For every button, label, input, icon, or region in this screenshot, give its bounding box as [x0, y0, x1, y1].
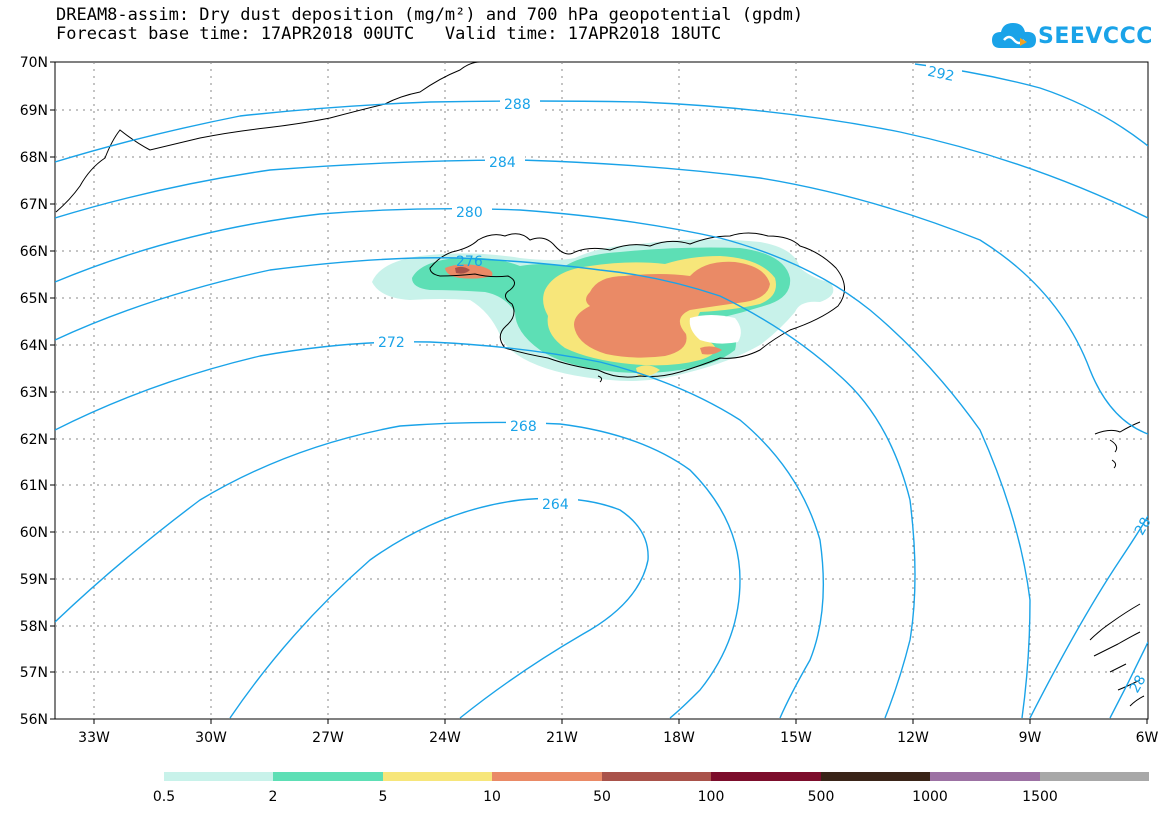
legend-swatch	[383, 772, 492, 781]
lat-label: 63N	[20, 385, 48, 401]
contour-276	[55, 257, 916, 719]
legend-label: 1500	[1022, 789, 1058, 805]
lat-label: 68N	[20, 150, 48, 166]
contour-264	[229, 497, 649, 719]
dust-clear-patch	[689, 315, 741, 344]
contour-label-28-south: 28	[1127, 672, 1150, 695]
lon-label: 12W	[897, 730, 929, 746]
lon-label: 21W	[546, 730, 578, 746]
lon-label: 18W	[663, 730, 695, 746]
contour-284	[55, 159, 1148, 435]
legend-swatch	[273, 772, 383, 781]
dust-deposition-field	[372, 239, 834, 381]
iceland-small-island	[597, 375, 603, 383]
contour-28-a	[1109, 641, 1148, 719]
contour-label-276: 276	[456, 254, 483, 270]
lon-label: 33W	[78, 730, 110, 746]
lon-label: 15W	[780, 730, 812, 746]
coastlines	[55, 62, 1145, 707]
lon-label: 27W	[312, 730, 344, 746]
contour-288	[55, 100, 1148, 219]
lon-label: 30W	[195, 730, 227, 746]
lat-label: 67N	[20, 197, 48, 213]
greenland-coast	[55, 62, 481, 213]
lat-label: 56N	[20, 712, 48, 728]
legend-swatch	[1040, 772, 1149, 781]
contour-label-272: 272	[378, 335, 405, 351]
legend-swatch	[711, 772, 821, 781]
geopotential-contours	[55, 63, 1148, 719]
lat-label: 64N	[20, 338, 48, 354]
contour-label-292: 292	[926, 64, 955, 85]
contour-280	[55, 207, 1031, 719]
legend-swatch	[602, 772, 711, 781]
lat-label: 60N	[20, 525, 48, 541]
color-legend: 0.5 2 5 10 50 100 500 1000 1500	[153, 772, 1149, 805]
lon-label: 24W	[429, 730, 461, 746]
lat-label: 69N	[20, 103, 48, 119]
latitude-labels: 70N 69N 68N 67N 66N 65N 64N 63N 62N 61N …	[20, 55, 48, 728]
contour-label-264: 264	[542, 497, 569, 513]
lon-label: 6W	[1136, 730, 1159, 746]
legend-swatch	[164, 772, 273, 781]
contour-28-b	[1029, 515, 1148, 719]
dust-level-10-south	[700, 346, 722, 355]
map-subtitle: Forecast base time: 17APR2018 00UTC Vali…	[56, 24, 722, 44]
lat-label: 62N	[20, 432, 48, 448]
legend-swatch	[821, 772, 930, 781]
longitude-labels: 33W 30W 27W 24W 21W 18W 15W 12W 9W 6W	[78, 730, 1158, 746]
lat-label: 61N	[20, 478, 48, 494]
lat-label: 66N	[20, 244, 48, 260]
legend-label: 10	[483, 789, 501, 805]
iceland-coast	[429, 232, 845, 378]
cloud-icon	[992, 23, 1036, 48]
lon-label: 9W	[1019, 730, 1042, 746]
contour-label-268: 268	[510, 419, 537, 435]
lat-label: 58N	[20, 619, 48, 635]
contour-label-288: 288	[504, 97, 531, 113]
contour-label-28-east: 28	[1132, 515, 1155, 538]
map-title: DREAM8-assim: Dry dust deposition (mg/m²…	[56, 5, 804, 25]
lat-label: 59N	[20, 572, 48, 588]
legend-swatch	[492, 772, 602, 781]
map-frame	[54, 61, 1149, 720]
dust-level-10	[574, 261, 770, 358]
scotland-coast	[1089, 603, 1145, 707]
contour-272	[55, 341, 825, 719]
legend-label: 1000	[912, 789, 948, 805]
legend-swatch	[930, 772, 1040, 781]
lat-label: 57N	[20, 665, 48, 681]
logo-text: SEEVCCC	[1038, 24, 1153, 49]
seevccc-logo: SEEVCCC	[990, 18, 1152, 58]
faroe-islands	[1094, 421, 1141, 469]
legend-label: 2	[269, 789, 278, 805]
legend-label: 0.5	[153, 789, 175, 805]
contour-label-284: 284	[489, 155, 516, 171]
legend-label: 50	[593, 789, 611, 805]
legend-label: 100	[698, 789, 725, 805]
contour-label-280: 280	[456, 205, 483, 221]
lat-label: 65N	[20, 291, 48, 307]
dust-level-50-west	[455, 266, 470, 274]
contour-268	[55, 421, 741, 719]
legend-label: 500	[808, 789, 835, 805]
contour-labels: 292 288 284 280 276 272 268 264 28 28	[374, 64, 1155, 696]
legend-label: 5	[379, 789, 388, 805]
axis-ticks	[50, 61, 1148, 724]
lat-label: 70N	[20, 55, 48, 71]
